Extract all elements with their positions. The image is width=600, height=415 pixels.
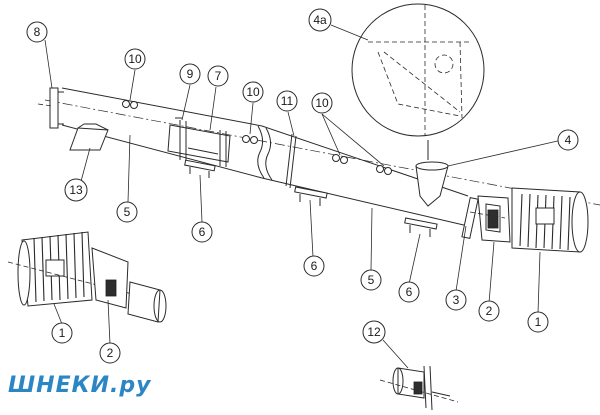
bolt-pair [376, 165, 392, 175]
callout-10: 10 [311, 92, 333, 114]
callout-2: 2 [478, 300, 500, 322]
callout-1: 1 [51, 322, 73, 344]
svg-text:8: 8 [34, 25, 41, 39]
detail-12-view [379, 365, 459, 411]
callout-6: 6 [191, 221, 213, 243]
callout-3: 3 [445, 289, 467, 311]
callout-5: 5 [116, 201, 138, 223]
svg-text:4a: 4a [313, 13, 327, 27]
support-foot [184, 159, 216, 178]
callout-4: 4 [557, 129, 579, 151]
callout-7: 7 [207, 65, 229, 87]
svg-text:10: 10 [128, 52, 142, 66]
leader-lines [44, 24, 563, 369]
svg-text:1: 1 [535, 315, 542, 329]
callout-6: 6 [398, 281, 420, 303]
callout-10: 10 [124, 48, 146, 70]
svg-text:6: 6 [406, 285, 413, 299]
callout-6: 6 [303, 255, 325, 277]
svg-text:10: 10 [246, 85, 260, 99]
drive-assembly [461, 187, 589, 253]
callout-9: 9 [179, 63, 201, 85]
bolt-pair [242, 135, 258, 144]
svg-text:3: 3 [453, 293, 460, 307]
callout-8: 8 [26, 21, 48, 43]
callout-5: 5 [360, 269, 382, 291]
callout-10: 10 [242, 81, 264, 103]
brand-watermark: ШНЕКИ.ру [8, 373, 152, 398]
bolt-pair [332, 154, 348, 164]
callout-1: 1 [527, 311, 549, 333]
conveyor-tube [44, 87, 600, 227]
svg-text:4: 4 [565, 133, 572, 147]
svg-text:9: 9 [187, 67, 194, 81]
inlet-hopper [69, 123, 109, 151]
bolt-pair [122, 100, 138, 109]
detail-4a-view [351, 3, 485, 160]
svg-text:12: 12 [367, 325, 381, 339]
outlet-chute [415, 161, 449, 207]
callout-13: 13 [64, 178, 88, 202]
svg-text:1: 1 [59, 326, 66, 340]
svg-text:5: 5 [124, 205, 131, 219]
support-foot [404, 217, 438, 237]
inspection-hatch [167, 117, 231, 167]
svg-text:2: 2 [486, 304, 493, 318]
callout-12: 12 [362, 320, 386, 344]
svg-text:2: 2 [107, 346, 114, 360]
svg-text:6: 6 [199, 225, 206, 239]
callout-11: 11 [276, 90, 298, 112]
svg-text:13: 13 [69, 183, 83, 197]
support-foot [294, 186, 328, 206]
callout-4a: 4a [308, 8, 332, 32]
left-end-flange [37, 87, 64, 129]
drive-assembly-subview [7, 231, 167, 323]
svg-text:7: 7 [215, 69, 222, 83]
svg-text:10: 10 [315, 96, 329, 110]
svg-text:5: 5 [368, 273, 375, 287]
callout-2: 2 [99, 342, 121, 364]
svg-text:11: 11 [281, 94, 294, 108]
svg-text:6: 6 [311, 259, 318, 273]
